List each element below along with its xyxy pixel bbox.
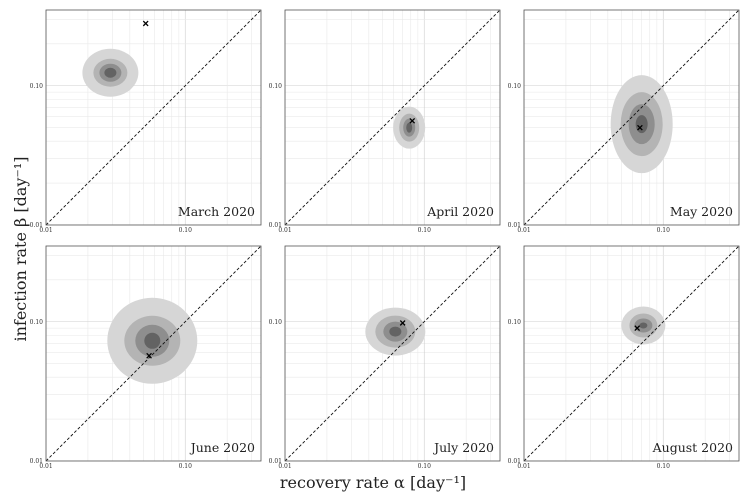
marker-stroke (146, 352, 152, 359)
panel-frame (284, 9, 501, 226)
panel-month-label: May 2020 (670, 204, 733, 219)
panel: 0.01 0.10 0.01 0.10 March 2020 (30, 9, 262, 234)
y-tick-label: 0.10 (269, 83, 283, 90)
panel-month-label: March 2020 (178, 204, 255, 219)
x-tick-label: 0.10 (657, 463, 671, 470)
y-tick-label: 0.01 (508, 458, 521, 465)
estimate-marker (146, 352, 152, 359)
x-tick-label: 0.10 (657, 227, 671, 234)
posterior-contour-level-4 (389, 326, 402, 337)
y-tick-label: 0.10 (269, 319, 283, 326)
diagonal-line (285, 10, 500, 225)
panel-frame (45, 245, 262, 462)
panel-month-label: August 2020 (652, 440, 733, 455)
marker-stroke (634, 325, 641, 331)
panel: 0.01 0.10 0.01 0.10 August 2020 (508, 245, 740, 470)
estimate-marker (142, 20, 149, 27)
y-tick-label: 0.10 (508, 319, 522, 326)
panel: 0.01 0.10 0.01 0.10 April 2020 (269, 9, 501, 234)
plot-contents (524, 10, 739, 225)
estimate-marker (399, 320, 406, 326)
x-tick-label: 0.01 (517, 463, 530, 470)
diagonal-line (46, 246, 261, 461)
y-tick-label: 0.01 (269, 458, 282, 465)
y-tick-label: 0.01 (269, 222, 282, 229)
panel: 0.01 0.10 0.01 0.10 July 2020 (269, 245, 501, 470)
diagonal-line (524, 10, 739, 225)
x-tick-label: 0.01 (39, 227, 52, 234)
diagonal-line (285, 246, 500, 461)
y-tick-label: 0.10 (30, 83, 44, 90)
y-tick-label: 0.10 (30, 319, 44, 326)
marker-stroke (142, 20, 149, 27)
estimate-marker (634, 325, 641, 331)
y-tick-label: 0.01 (30, 222, 43, 229)
x-tick-label: 0.10 (418, 463, 432, 470)
y-tick-label: 0.10 (508, 83, 522, 90)
x-tick-label: 0.10 (418, 227, 432, 234)
marker-stroke (637, 124, 643, 131)
x-tick-label: 0.01 (517, 227, 530, 234)
x-axis-label: recovery rate α [day⁻¹] (280, 473, 466, 492)
plot-contents (285, 246, 500, 461)
estimate-marker (637, 124, 643, 131)
y-tick-label: 0.01 (30, 458, 43, 465)
x-tick-label: 0.01 (278, 227, 291, 234)
marker-stroke (409, 117, 416, 124)
plot-contents (285, 10, 500, 225)
x-tick-label: 0.01 (278, 463, 291, 470)
plot-contents (46, 10, 261, 225)
posterior-contour-level-4 (104, 67, 117, 78)
posterior-contour-level-4 (635, 115, 648, 134)
x-tick-label: 0.10 (179, 227, 193, 234)
marker-stroke (399, 320, 406, 326)
panel-frame (284, 245, 501, 462)
posterior-contour-level-4 (639, 322, 648, 329)
x-tick-label: 0.01 (39, 463, 52, 470)
posterior-contour-level-4 (406, 122, 413, 133)
panel-month-label: July 2020 (432, 440, 494, 455)
plot-contents (524, 246, 739, 461)
panel: 0.01 0.10 0.01 0.10 May 2020 (508, 9, 740, 234)
panel-month-label: June 2020 (189, 440, 255, 455)
posterior-contour-level-4 (144, 332, 161, 349)
y-axis-label: infection rate β [day⁻¹] (11, 156, 30, 341)
panel-frame (523, 245, 740, 462)
panel-month-label: April 2020 (426, 204, 494, 219)
plot-contents (46, 246, 261, 461)
diagonal-line (524, 246, 739, 461)
estimate-marker (409, 117, 416, 124)
panel-frame (523, 9, 740, 226)
y-tick-label: 0.01 (508, 222, 521, 229)
x-tick-label: 0.10 (179, 463, 193, 470)
diagonal-line (46, 10, 261, 225)
panel: 0.01 0.10 0.01 0.10 June 2020 (30, 245, 262, 470)
panel-frame (45, 9, 262, 226)
